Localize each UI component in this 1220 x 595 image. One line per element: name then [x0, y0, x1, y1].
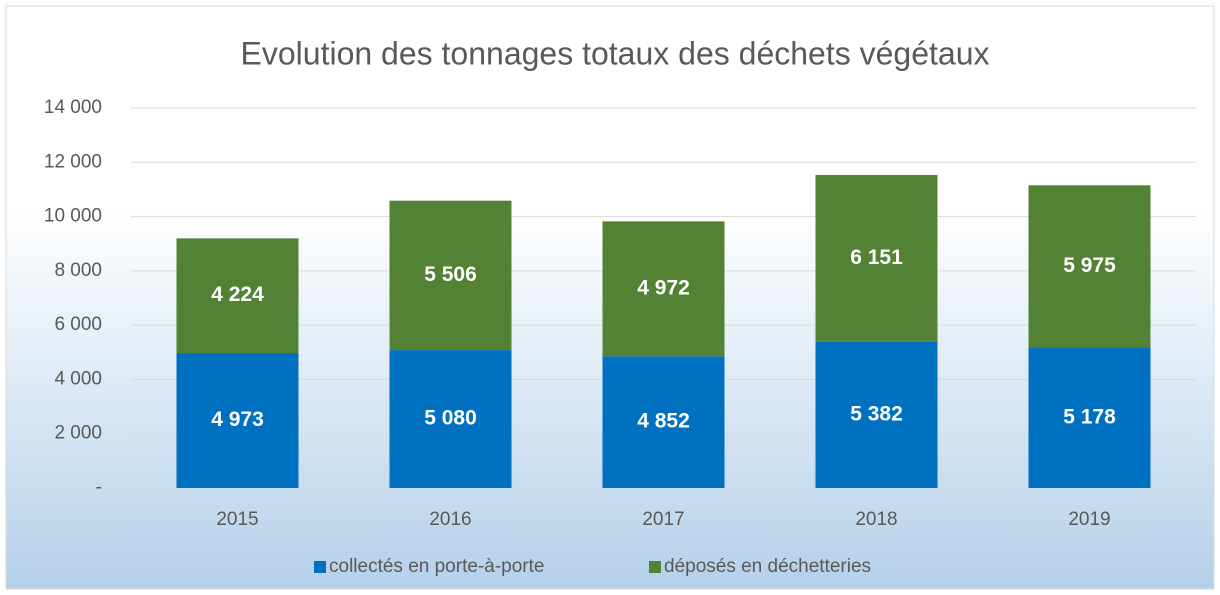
bar-segment — [602, 356, 725, 488]
legend-label: déposés en déchetteries — [664, 556, 871, 577]
data-label: 4 972 — [637, 276, 690, 299]
bar-segment — [389, 200, 512, 351]
y-tick-label: 10 000 — [44, 206, 102, 227]
bar-segment — [1028, 347, 1151, 488]
data-label: 4 973 — [211, 408, 264, 431]
x-tick-label: 2019 — [1068, 509, 1110, 530]
data-label: 4 852 — [637, 410, 690, 433]
x-tick-label: 2018 — [855, 509, 897, 530]
bar-segment — [1028, 185, 1151, 348]
chart-title: Evolution des tonnages totaux des déchet… — [241, 35, 990, 71]
bar-segment — [389, 350, 512, 488]
bar-segment — [815, 174, 938, 342]
y-tick-label: 8 000 — [54, 260, 102, 281]
y-tick-label: 12 000 — [44, 151, 102, 172]
data-label: 5 506 — [424, 263, 477, 286]
legend-swatch — [314, 561, 326, 573]
legend-label: collectés en porte-à-porte — [329, 556, 544, 577]
bar-segment — [176, 238, 299, 354]
bar-segment — [176, 353, 299, 488]
y-tick-label: 14 000 — [44, 97, 102, 118]
data-label: 5 975 — [1063, 254, 1116, 277]
y-tick-label: 4 000 — [54, 368, 102, 389]
y-tick-label: 6 000 — [54, 314, 102, 335]
y-tick-label: 2 000 — [54, 423, 102, 444]
data-label: 6 151 — [850, 246, 903, 269]
bar-segment — [815, 341, 938, 488]
y-tick-label: - — [96, 477, 102, 498]
bar-segment — [602, 221, 725, 357]
data-label: 5 178 — [1063, 405, 1116, 428]
x-tick-label: 2016 — [429, 509, 471, 530]
data-label: 4 224 — [211, 283, 264, 306]
data-label: 5 382 — [850, 403, 903, 426]
legend-swatch — [649, 561, 661, 573]
data-label: 5 080 — [424, 407, 477, 430]
x-tick-label: 2017 — [642, 509, 684, 530]
x-tick-label: 2015 — [216, 509, 258, 530]
